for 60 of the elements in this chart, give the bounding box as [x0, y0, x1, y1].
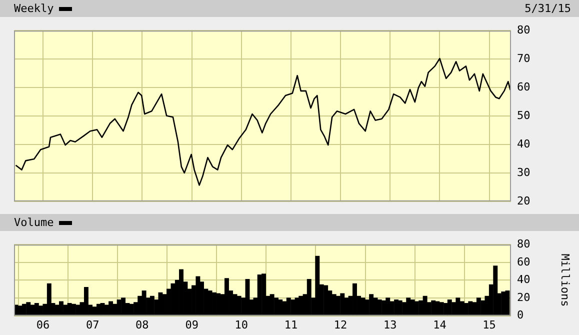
bar — [108, 301, 114, 316]
bar — [306, 278, 312, 316]
bar — [468, 301, 473, 316]
x-tick-label: 11 — [284, 318, 298, 332]
bar — [179, 269, 184, 316]
bar — [216, 293, 221, 316]
y-tick-label: 50 — [517, 108, 530, 122]
bar — [456, 298, 460, 316]
y-tick-label: 40 — [517, 137, 530, 150]
bar — [224, 278, 229, 316]
x-tick-label: 06 — [36, 318, 50, 332]
y-tick-label: 20 — [517, 194, 530, 208]
y-tick-label: 20 — [517, 290, 530, 304]
x-tick-label: 08 — [136, 318, 149, 332]
bar — [170, 283, 176, 316]
bar — [142, 290, 146, 316]
bar — [59, 301, 64, 316]
y-tick-label: 60 — [517, 255, 530, 268]
x-tick-label: 15 — [482, 318, 496, 332]
bar — [340, 293, 345, 316]
x-tick-label: 10 — [234, 318, 248, 332]
bar — [46, 283, 52, 316]
y-tick-label: 40 — [517, 273, 530, 286]
bar — [324, 285, 328, 316]
bar — [278, 299, 283, 316]
bar — [352, 283, 357, 316]
y-tick-label: 30 — [517, 166, 530, 179]
bar — [30, 304, 35, 316]
x-tick-label: 07 — [86, 318, 100, 332]
y-tick-label: 0 — [517, 308, 524, 322]
bar — [158, 292, 163, 316]
x-tick-label: 13 — [384, 318, 397, 332]
text: 5/31/15 — [524, 2, 571, 15]
bar — [386, 298, 390, 316]
y-tick-label: 70 — [517, 52, 530, 65]
x-tick-label: 09 — [185, 318, 198, 332]
bar — [18, 306, 22, 316]
y-tick-label: 60 — [517, 80, 530, 94]
y-tick-label: 80 — [517, 237, 530, 250]
bar — [290, 299, 296, 316]
bar — [418, 300, 424, 316]
bar — [298, 296, 304, 316]
bar — [76, 304, 80, 316]
bar — [315, 256, 320, 316]
y-tick-label: 80 — [517, 23, 530, 36]
bar — [406, 298, 411, 316]
y-axis-title: Millions — [558, 254, 572, 307]
bar — [84, 286, 88, 316]
x-tick-label: 14 — [433, 318, 447, 332]
legend-label: Volume — [14, 216, 54, 229]
bar — [369, 294, 374, 316]
bar — [121, 298, 126, 316]
bar — [505, 290, 510, 316]
bar — [435, 301, 440, 316]
bar — [262, 274, 266, 316]
legend-label: Weekly — [14, 2, 54, 15]
bar — [422, 296, 428, 316]
bar — [63, 304, 68, 316]
x-tick-label: 12 — [334, 318, 348, 332]
bar — [493, 266, 498, 316]
